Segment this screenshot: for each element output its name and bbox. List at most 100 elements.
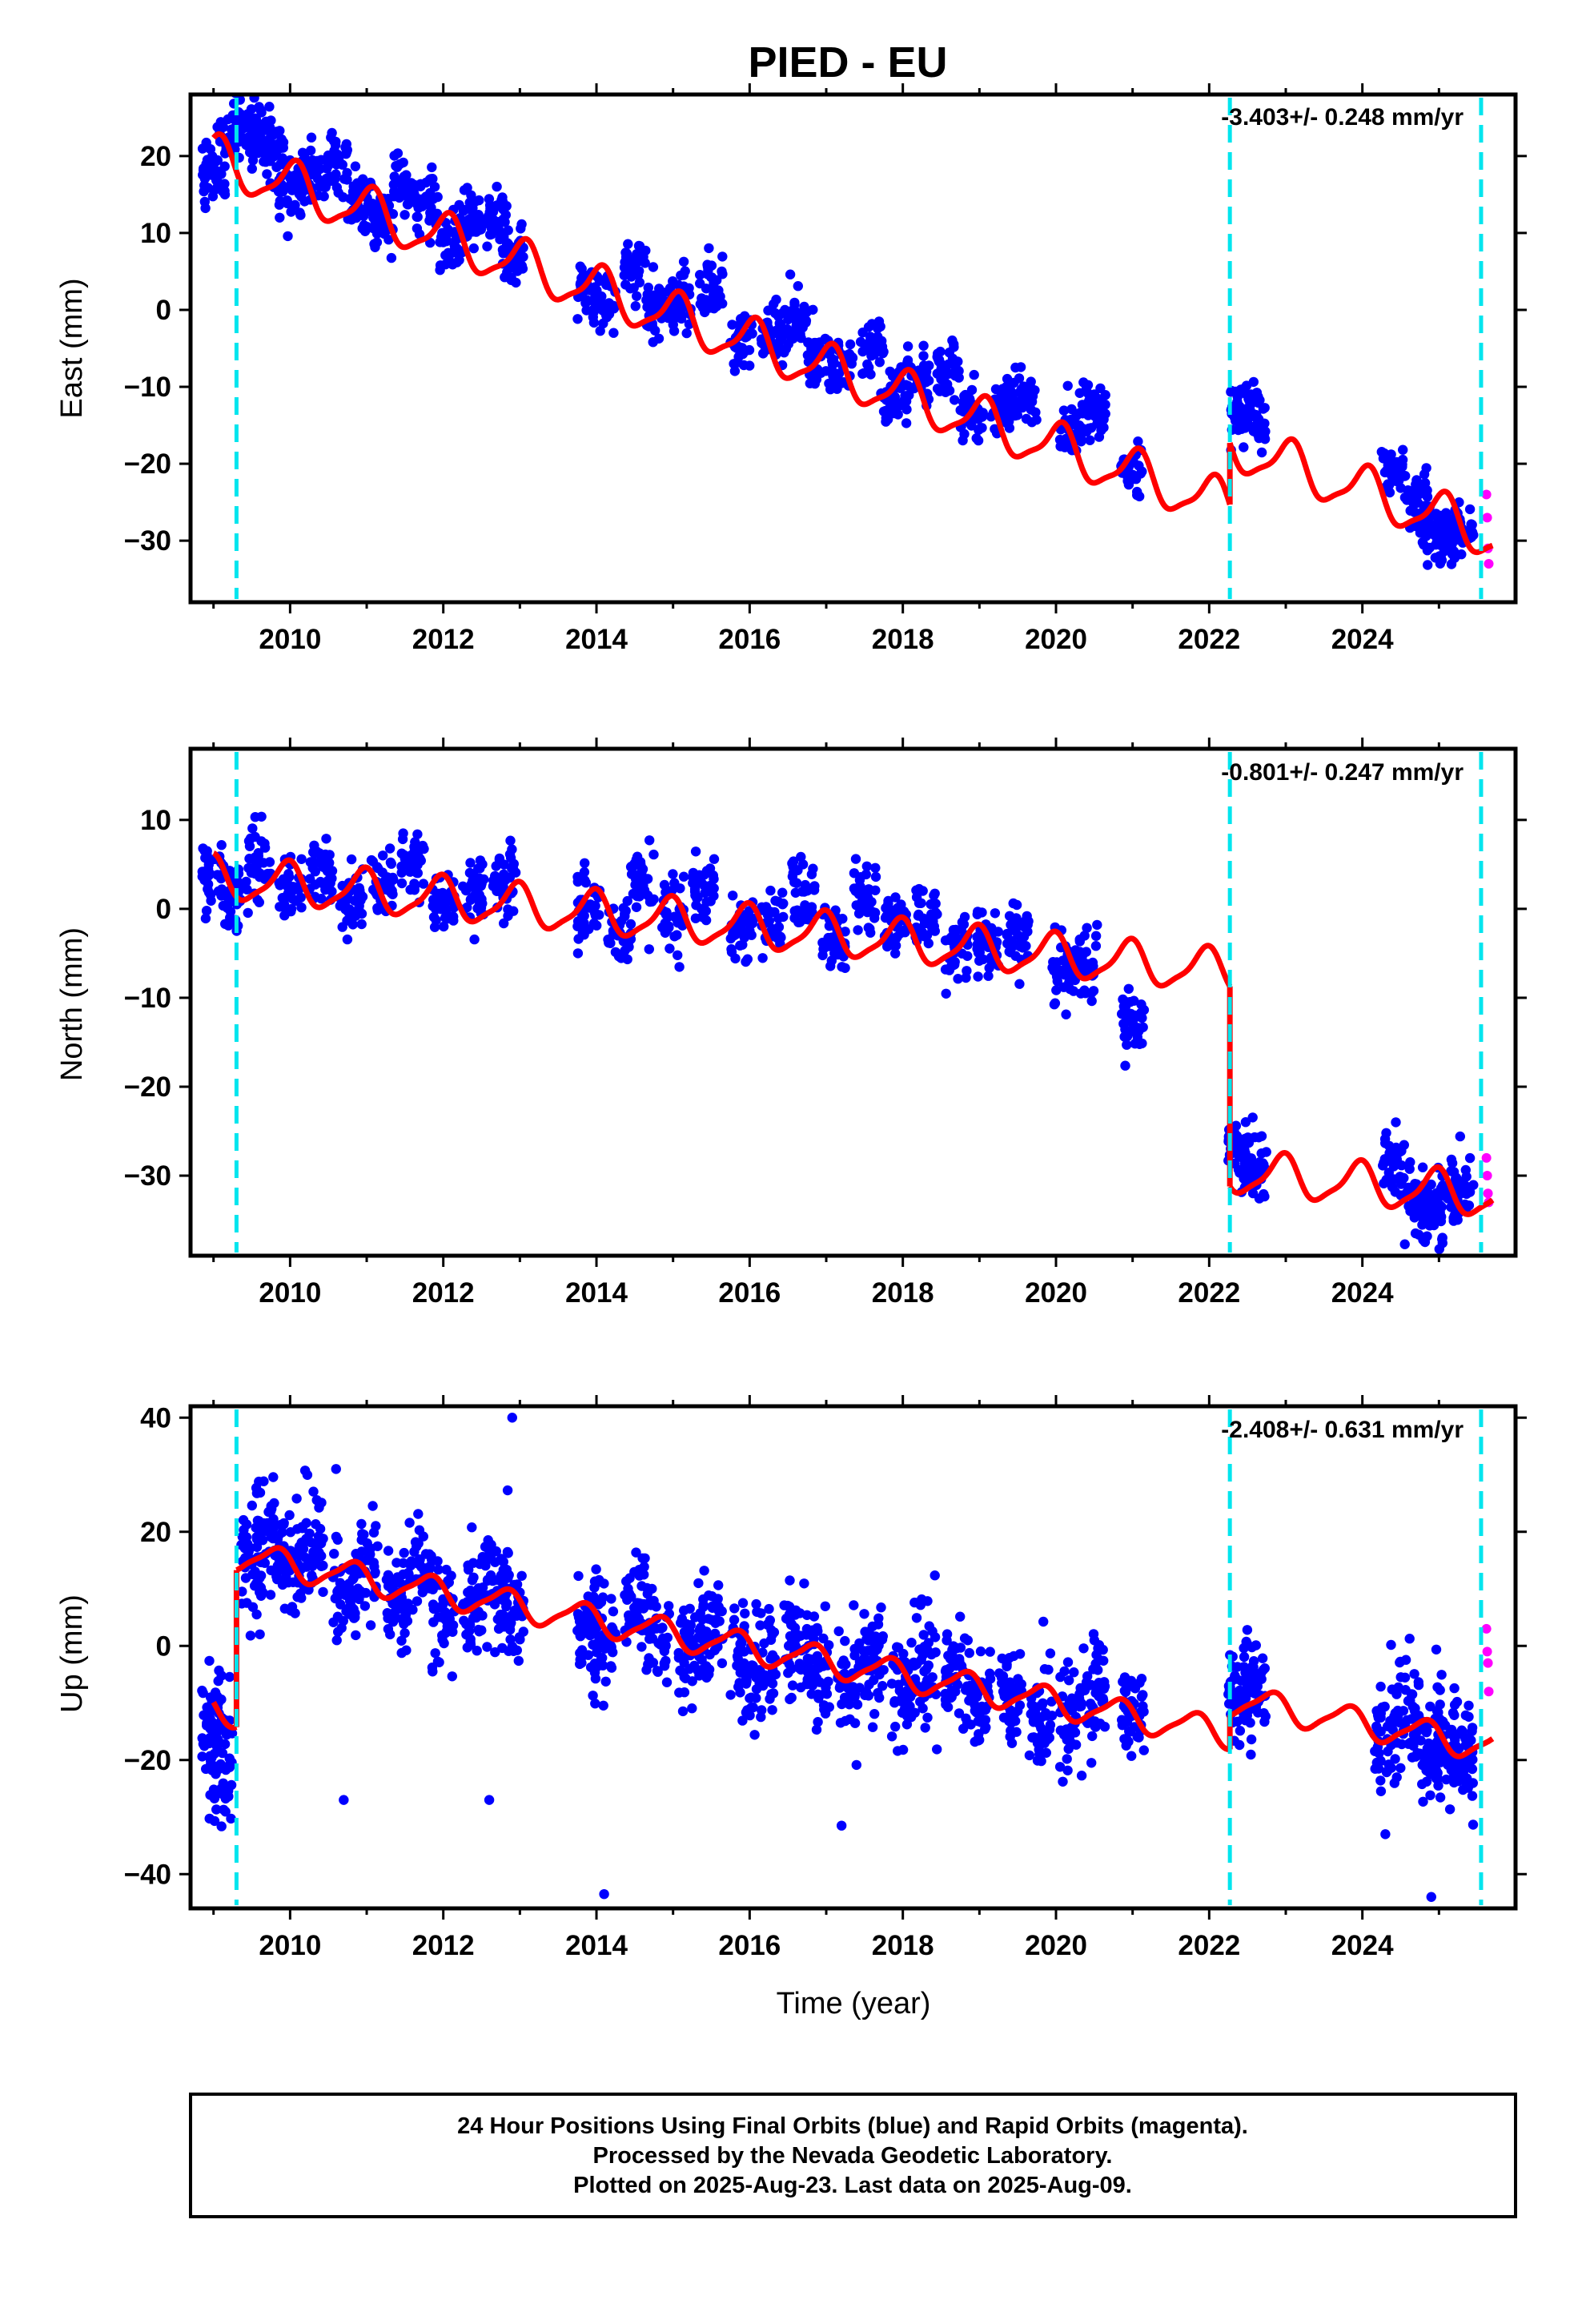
up-final-orbit-point: [467, 1522, 477, 1533]
up-final-orbit-point: [226, 1779, 237, 1791]
north-x-tick-label: 2012: [412, 1277, 475, 1309]
north-final-orbit-point: [356, 919, 367, 930]
up-final-orbit-point: [396, 1635, 407, 1646]
north-final-orbit-point: [1417, 1205, 1427, 1216]
east-final-orbit-point: [383, 235, 394, 245]
north-final-orbit-point: [1007, 925, 1018, 935]
east-final-orbit-point: [1074, 388, 1085, 398]
east-final-orbit-point: [862, 359, 873, 370]
north-final-orbit-point: [1247, 1161, 1257, 1172]
north-final-orbit-point: [913, 911, 924, 921]
north-final-orbit-point: [853, 908, 865, 919]
east-final-orbit-point: [701, 283, 712, 294]
east-final-orbit-point: [412, 223, 423, 234]
east-rapid-orbit-point: [1484, 558, 1494, 569]
east-final-orbit-point: [808, 304, 818, 315]
north-final-orbit-point: [377, 867, 387, 878]
up-final-orbit-point: [911, 1613, 922, 1623]
east-x-tick-label: 2018: [872, 624, 934, 655]
up-final-orbit-point: [748, 1702, 758, 1713]
up-final-orbit-point: [809, 1678, 819, 1688]
up-final-orbit-point: [302, 1470, 313, 1481]
north-final-orbit-point: [792, 905, 802, 915]
east-final-orbit-point: [1456, 549, 1467, 560]
east-final-orbit-point: [717, 251, 728, 262]
north-final-orbit-point: [885, 939, 897, 951]
up-final-orbit-point: [408, 1604, 418, 1615]
chart-title: PIED - EU: [748, 38, 947, 86]
up-final-orbit-point: [867, 1722, 878, 1732]
up-final-orbit-point: [369, 1562, 379, 1572]
east-final-orbit-point: [198, 170, 208, 180]
up-final-orbit-point: [1062, 1657, 1074, 1667]
north-final-orbit-point: [1090, 941, 1102, 951]
north-plot-frame: [188, 746, 1518, 1258]
east-final-orbit-point: [832, 384, 842, 394]
up-final-orbit-point: [314, 1536, 325, 1547]
north-final-orbit-point: [1051, 985, 1062, 995]
north-final-orbit-point: [1120, 1004, 1130, 1015]
east-final-orbit-point: [678, 256, 689, 267]
east-final-orbit-point: [1002, 415, 1014, 425]
east-final-orbit-point: [1235, 401, 1245, 412]
up-final-orbit-point: [1087, 1731, 1098, 1742]
up-final-orbit-point: [859, 1652, 870, 1663]
east-final-orbit-point: [878, 406, 889, 416]
up-final-orbit-point: [1037, 1730, 1047, 1741]
up-final-orbit-point: [1069, 1667, 1079, 1678]
north-y-axis-label: North (mm): [55, 927, 89, 1081]
north-final-orbit-point: [826, 932, 837, 943]
up-final-orbit-point: [197, 1733, 207, 1743]
up-final-orbit-point: [701, 1632, 711, 1642]
up-final-orbit-point: [402, 1615, 413, 1626]
up-final-orbit-point: [1395, 1657, 1405, 1668]
up-final-orbit-point: [756, 1711, 766, 1723]
up-final-orbit-point: [274, 1554, 285, 1566]
north-final-orbit-point: [762, 910, 773, 920]
north-final-orbit-point: [809, 881, 820, 891]
east-final-orbit-point: [1259, 403, 1270, 413]
up-final-orbit-point: [729, 1614, 740, 1625]
up-final-orbit-point: [863, 1691, 874, 1701]
north-final-orbit-point: [928, 915, 938, 926]
north-y-tick-label: −10: [124, 983, 171, 1014]
up-final-orbit-point: [414, 1525, 425, 1535]
east-y-tick-label: −10: [124, 372, 171, 403]
east-final-orbit-point: [676, 270, 686, 281]
up-final-orbit-point: [255, 1629, 265, 1640]
north-final-orbit-point: [1086, 987, 1097, 998]
north-final-orbit-point: [770, 895, 781, 907]
up-final-orbit-point: [211, 1804, 222, 1815]
north-final-orbit-point: [488, 875, 499, 886]
north-final-orbit-point: [1391, 1117, 1401, 1128]
east-final-orbit-point: [1422, 492, 1433, 502]
east-final-orbit-point: [217, 119, 227, 131]
up-final-orbit-point: [782, 1600, 793, 1611]
up-final-orbit-point: [502, 1546, 513, 1558]
up-final-orbit-point: [221, 1730, 232, 1740]
up-final-orbit-point: [356, 1518, 367, 1530]
east-final-orbit-point: [331, 159, 342, 170]
north-final-orbit-point: [588, 918, 600, 929]
up-final-orbit-point: [659, 1658, 669, 1669]
up-final-orbit-point: [812, 1651, 823, 1662]
up-final-orbit-point: [433, 1564, 444, 1575]
up-final-orbit-point: [811, 1724, 822, 1735]
up-final-orbit-point: [598, 1700, 608, 1711]
east-final-orbit-point: [497, 244, 508, 255]
east-final-orbit-point: [219, 186, 230, 196]
up-final-orbit-point: [219, 1804, 229, 1815]
north-final-orbit-point: [396, 861, 407, 872]
up-final-orbit-point: [1082, 1671, 1093, 1682]
east-final-orbit-point: [632, 291, 642, 301]
up-final-orbit-point: [956, 1661, 967, 1671]
up-final-orbit-point: [308, 1554, 319, 1565]
east-final-orbit-point: [1058, 405, 1070, 416]
north-final-orbit-point: [726, 944, 737, 955]
north-final-orbit-point: [861, 861, 873, 872]
up-final-orbit-point: [296, 1538, 307, 1548]
up-final-orbit-point: [877, 1681, 888, 1691]
up-final-orbit-point: [849, 1650, 860, 1661]
north-final-orbit-point: [1259, 1191, 1270, 1202]
north-final-orbit-point: [237, 879, 248, 890]
